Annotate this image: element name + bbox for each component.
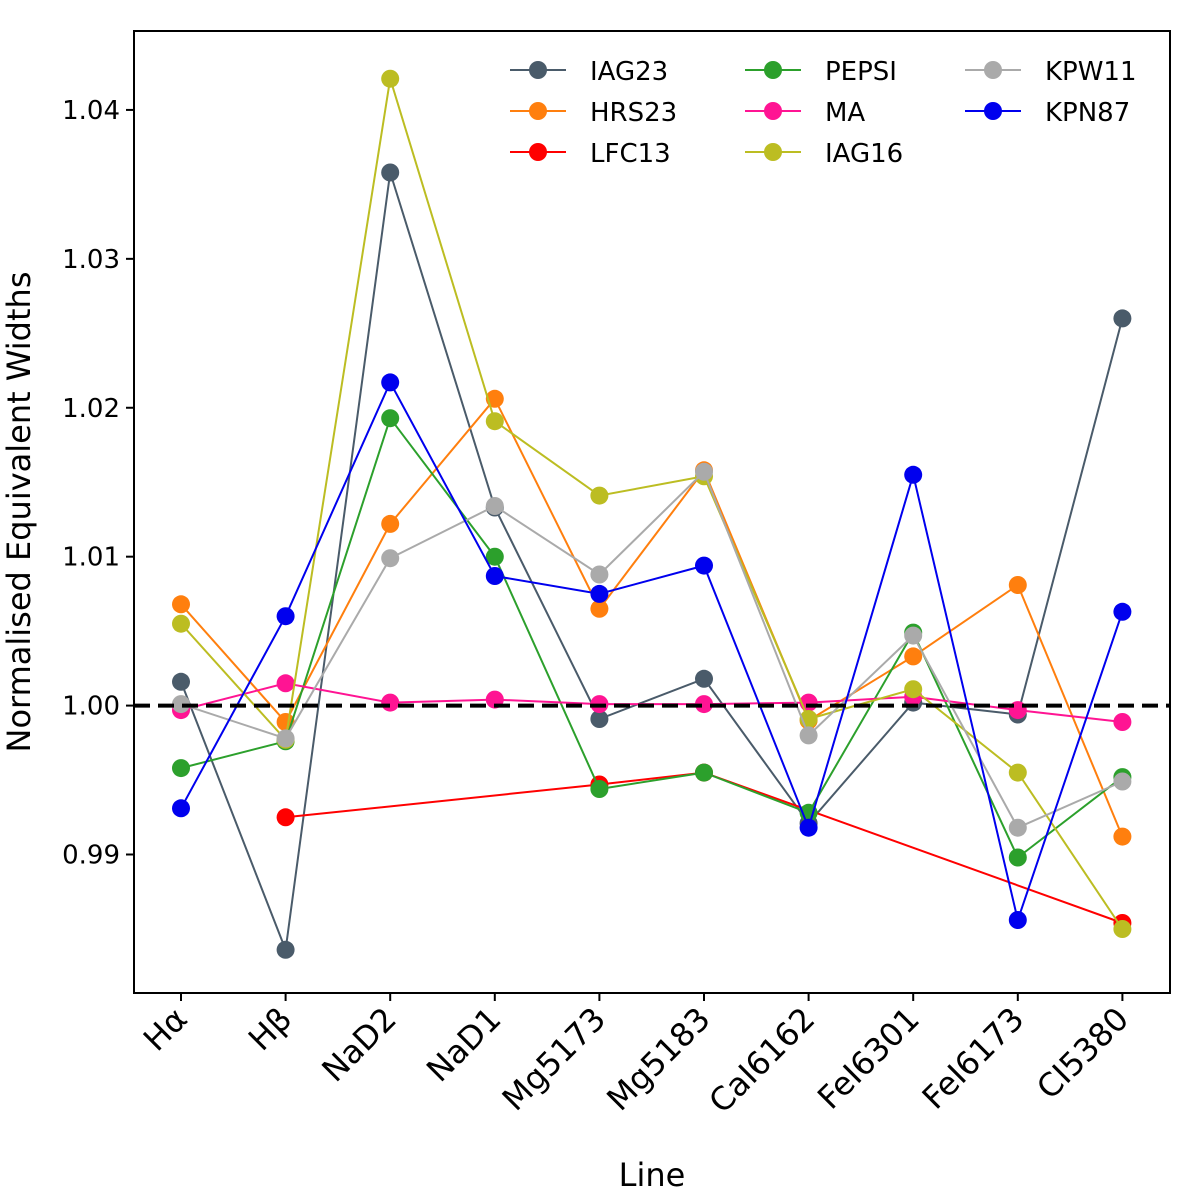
legend-marker [529,61,547,79]
data-point-iag23-5 [695,669,713,688]
data-point-iag16-3 [485,412,504,431]
legend-entry-iag16: IAG16 [745,139,903,169]
data-point-iag16-9 [1113,920,1132,938]
legend-marker [764,143,782,161]
legend-entry-lfc13: LFC13 [510,139,671,169]
data-point-kpw11-8 [1008,818,1027,837]
data-point-kpn87-2 [381,373,400,392]
legend-marker [764,61,782,79]
data-point-hrs23-7 [904,647,923,666]
legend-marker [984,61,1002,79]
legend-label: IAG16 [825,139,903,169]
data-point-iag23-2 [381,163,400,182]
data-point-ma-2 [381,693,400,712]
legend-entry-hrs23: HRS23 [510,98,677,128]
data-point-pepsi-3 [485,547,504,566]
legend-entry-kpn87: KPN87 [965,98,1130,128]
data-point-iag16-2 [381,69,400,88]
series-line-pepsi [180,416,1124,860]
data-point-kpn87-4 [590,584,609,603]
data-point-kpw11-5 [695,462,713,481]
y-tick-label: 1.02 [62,394,120,424]
legend: IAG23 HRS23 LFC13 PEPSI MA IAG16 KPW11 KPN87 [510,57,1137,169]
data-point-ma-1 [276,674,295,693]
data-point-kpw11-9 [1113,772,1132,791]
data-point-hrs23-8 [1008,576,1027,594]
data-point-kpn87-6 [799,818,818,837]
y-tick-label: 1.01 [62,543,120,573]
legend-marker [529,102,547,120]
data-point-iag23-0 [172,672,190,691]
data-point-hrs23-4 [590,599,609,618]
legend-label: LFC13 [590,139,671,169]
data-point-ma-5 [695,695,713,714]
series-line-kpw11 [180,470,1123,829]
data-point-pepsi-8 [1008,848,1027,867]
series-kpw11 [172,462,1132,837]
data-point-kpw11-2 [381,549,400,568]
data-point-pepsi-4 [590,780,609,798]
legend-label: MA [825,98,865,128]
data-point-ma-9 [1113,713,1132,731]
legend-label: PEPSI [825,57,897,87]
data-point-hrs23-0 [172,595,190,614]
y-axis-label: Normalised Equivalent Widths [0,272,38,753]
data-point-iag16-4 [590,486,609,505]
legend-marker [984,102,1002,120]
legend-label: IAG23 [590,57,668,87]
legend-marker [529,143,547,161]
data-point-kpn87-0 [172,799,190,818]
legend-label: KPN87 [1045,98,1130,128]
data-point-pepsi-5 [695,763,713,782]
data-point-hrs23-2 [381,514,400,533]
y-tick-label: 1.04 [62,96,120,126]
legend-entry-iag23: IAG23 [510,57,668,87]
data-point-iag16-8 [1008,763,1027,782]
data-layer [134,69,1170,959]
series-line-kpn87 [180,380,1124,924]
data-point-kpn87-8 [1008,911,1027,929]
data-point-kpw11-4 [590,565,609,584]
legend-entry-pepsi: PEPSI [745,57,897,87]
data-point-kpn87-1 [276,607,295,626]
series-kpn87 [172,373,1132,929]
data-point-kpw11-3 [485,497,504,515]
data-point-kpn87-3 [485,567,504,585]
data-point-iag16-7 [904,680,923,699]
data-point-iag23-4 [590,710,609,728]
y-tick-label: 1.00 [62,692,120,722]
y-tick-label: 0.99 [62,841,120,871]
data-point-pepsi-0 [172,759,190,778]
series-line-iag23 [180,172,1124,954]
data-point-hrs23-9 [1113,827,1132,846]
data-point-kpn87-9 [1113,602,1132,621]
legend-entry-kpw11: KPW11 [965,57,1137,87]
legend-label: HRS23 [590,98,677,128]
legend-entry-ma: MA [745,98,865,128]
data-point-iag23-1 [276,940,295,959]
data-point-kpw11-1 [276,729,295,748]
data-point-lfc13-1 [276,808,295,827]
data-point-kpn87-5 [695,556,713,575]
data-point-iag23-9 [1113,309,1132,328]
data-point-iag16-0 [172,614,190,633]
data-point-kpw11-6 [799,726,818,745]
x-axis-label: Line [619,1156,686,1194]
legend-label: KPW11 [1045,57,1137,87]
series-line-lfc13 [285,771,1123,924]
data-point-kpw11-7 [904,626,923,645]
y-tick-label: 1.03 [62,245,120,275]
legend-marker [764,102,782,120]
data-point-pepsi-2 [381,409,400,428]
series-line-hrs23 [180,396,1124,837]
data-point-kpn87-7 [904,465,923,484]
plot-frame [133,30,1171,994]
data-point-kpw11-0 [172,695,190,714]
